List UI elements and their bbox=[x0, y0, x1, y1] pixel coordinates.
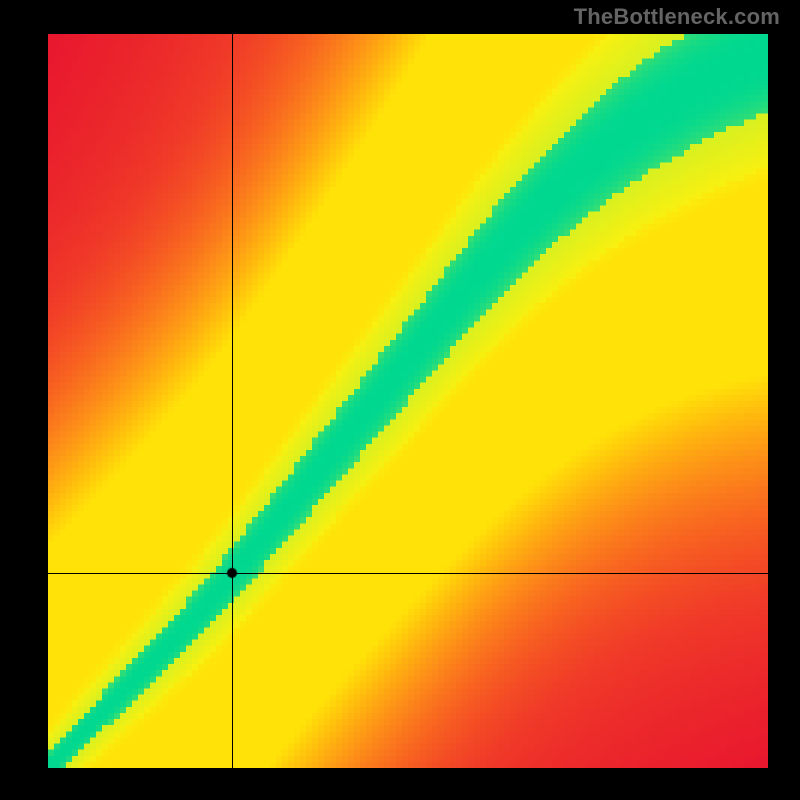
crosshair-horizontal bbox=[48, 573, 768, 574]
crosshair-dot bbox=[226, 567, 238, 579]
crosshair-vertical bbox=[232, 34, 233, 768]
chart-container: TheBottleneck.com bbox=[0, 0, 800, 800]
watermark-text: TheBottleneck.com bbox=[574, 4, 780, 30]
bottleneck-heatmap bbox=[48, 34, 768, 768]
